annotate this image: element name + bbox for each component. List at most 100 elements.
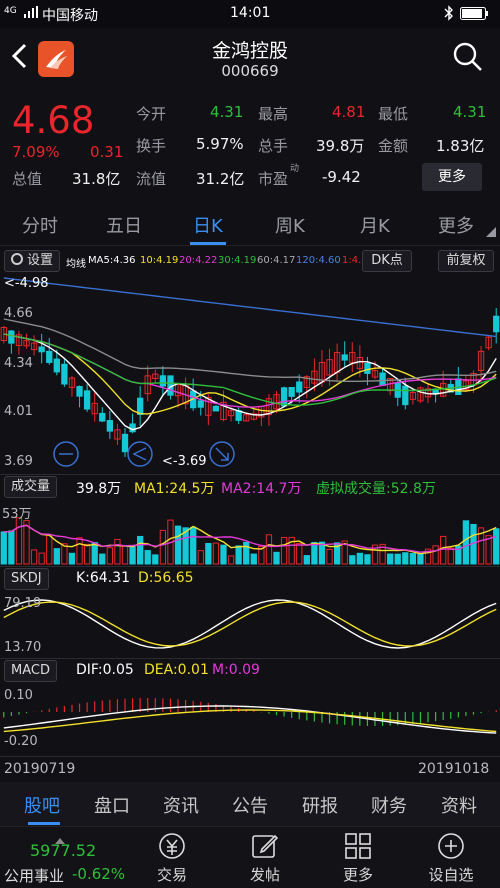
candle [485,336,492,349]
volume-chart[interactable] [0,500,500,566]
volume-bar [265,534,273,565]
candle [243,414,250,422]
candle [68,377,76,388]
index-name: 公用事业 [4,867,65,885]
nav-news[interactable]: 资讯 [163,796,199,817]
expand-up-icon[interactable] [55,829,65,848]
expand-arrow [215,447,229,461]
carrier-name: 中国移动 [42,8,98,24]
volume-bar [417,553,424,565]
kline-chart[interactable] [0,274,500,472]
volume-tab[interactable]: 成交量 [4,476,58,498]
ma10-value: 10:4.19 [140,255,179,266]
macd-chart[interactable] [0,684,500,754]
candle [341,354,348,361]
candle [61,363,68,385]
volume-bar [91,542,98,565]
y-axis-label-2: 4.34 [4,356,33,371]
tab-more[interactable]: 更多 [438,216,474,237]
candle [38,346,45,353]
y-axis-label-4: 3.69 [4,454,33,469]
candle [379,372,386,386]
index-value: 5977.52 [30,841,97,860]
volume-bar [273,551,280,565]
ma20-value: 20:4.22 [179,255,218,266]
nav-financials[interactable]: 财务 [371,796,407,817]
network-indicator: 4G [4,6,17,16]
volume-bar [333,542,341,565]
nav-order-book[interactable]: 盘口 [94,796,130,817]
volume-bar [152,554,159,565]
amount-value: 1.83亿 [436,137,485,155]
corner-triangle-icon [486,222,496,241]
macd-tab[interactable]: MACD [4,660,57,682]
float-value: 31.2亿 [196,170,245,188]
volume-bar [288,536,295,565]
amount-label: 金额 [378,137,409,155]
candle [159,375,167,387]
nav-profile[interactable]: 资料 [441,796,477,817]
candle [371,370,379,378]
back-icon[interactable] [10,42,28,74]
trade-button[interactable]: 交易 [137,829,207,887]
candle [326,359,333,376]
candle [121,433,129,453]
edit-icon [252,834,279,858]
quote-panel: 4.68 7.09% 0.31 总值 31.8亿 今开 4.31 最高 4.81… [0,95,500,200]
tab-weekly-k[interactable]: 周K [275,216,305,237]
nav-forum[interactable]: 股吧 [24,796,60,817]
date-end: 20191018 [418,761,490,777]
candle [417,387,424,402]
bluetooth-icon [444,5,454,25]
zoom-out-icon[interactable] [53,441,79,467]
search-icon[interactable] [452,41,484,77]
active-tab-indicator [190,242,226,245]
app-header: 金鸿控股 000669 [0,28,500,90]
volume-bar [30,549,38,565]
post-button[interactable]: 发帖 [230,829,300,887]
price-adjust-button[interactable]: 前复权 [438,250,494,272]
chart-max-label: <-4.98 [4,276,49,291]
volume-bar [447,547,454,565]
candle [311,370,318,384]
more-button[interactable]: 更多 [323,829,393,887]
post-label: 发帖 [249,866,280,884]
candle [99,412,106,422]
volume-bar [311,541,318,565]
tab-five-day[interactable]: 五日 [106,216,142,237]
candle [114,429,121,440]
volume-bar [280,536,288,565]
nav-active-indicator [28,822,60,825]
scroll-left-icon[interactable] [127,441,153,467]
candle [15,334,23,346]
ma120-line [3,277,497,338]
tab-intraday[interactable]: 分时 [22,216,58,237]
volume-bar [341,540,348,565]
add-watchlist-button[interactable]: 设自选 [416,829,486,887]
settings-button[interactable]: 设置 [4,250,61,272]
volume-bar [0,531,7,565]
skdj-chart[interactable] [0,592,500,656]
volume-bar [83,543,91,565]
nav-research[interactable]: 研报 [302,796,338,817]
clock: 14:01 [230,5,271,21]
more-quote-button[interactable]: 更多 [422,163,482,191]
dk-point-button[interactable]: DK点 [362,250,412,272]
expand-icon[interactable] [209,441,235,467]
market-cap-value: 31.8亿 [72,170,121,188]
volume-bar [477,527,485,565]
volume-bar [182,527,189,565]
candle [288,386,295,397]
volume-bar [121,545,129,565]
pe-label: 市盈 [258,170,289,188]
date-start: 20190719 [4,761,76,777]
tab-daily-k[interactable]: 日K [193,216,223,237]
pe-value: -9.42 [322,168,361,186]
nav-announcements[interactable]: 公告 [232,796,268,817]
skdj-tab[interactable]: SKDJ [4,568,49,590]
gear-icon [11,253,23,265]
candle [91,402,98,415]
tab-monthly-k[interactable]: 月K [360,216,390,237]
candle [477,350,485,372]
candle [53,358,60,373]
